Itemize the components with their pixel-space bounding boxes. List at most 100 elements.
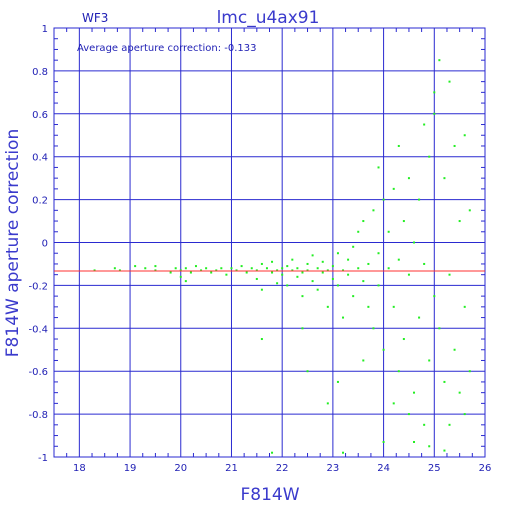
data-point [250,267,253,270]
data-point [428,359,431,362]
data-point [463,413,466,416]
data-point [342,316,345,319]
data-point [362,359,365,362]
data-point [154,265,157,268]
data-point [184,280,187,283]
data-point [397,144,400,147]
data-point [342,451,345,454]
data-point [382,348,385,351]
data-point [342,269,345,272]
y-axis-label: F814W aperture correction [3,129,23,357]
data-point [463,305,466,308]
data-point [326,305,329,308]
data-point [463,134,466,137]
data-point [443,449,446,452]
data-point [433,91,436,94]
data-point [418,316,421,319]
data-point [311,280,314,283]
data-point [392,305,395,308]
data-point [453,348,456,351]
data-point [433,295,436,298]
data-point [438,59,441,62]
data-point [347,258,350,261]
x-tick-label: 22 [276,463,289,474]
data-point [377,284,380,287]
data-point [352,245,355,248]
data-point [276,269,279,272]
data-point [382,440,385,443]
data-point [260,338,263,341]
data-point [179,275,182,278]
data-point [281,267,284,270]
data-point [438,327,441,330]
data-point [301,271,304,274]
data-point [286,284,289,287]
y-tick-label: -0.6 [28,367,48,378]
data-point [301,327,304,330]
data-point [316,288,319,291]
data-point [194,265,197,268]
data-point [468,370,471,373]
data-point [113,267,116,270]
data-point [260,288,263,291]
data-point [336,252,339,255]
x-tick-label: 25 [428,463,441,474]
data-point [189,271,192,274]
data-point [428,155,431,158]
data-point [392,402,395,405]
data-point [362,280,365,283]
data-point [93,269,96,272]
data-point [118,269,121,272]
data-point [311,254,314,257]
tick-labels: 18 19 20 21 22 23 24 25 26 1 0.8 0.6 0.4 0.2 0 -0.2 -0.4… [28,24,491,474]
data-point [235,269,238,272]
data-point [428,445,431,448]
frame-label: WF3 [82,11,108,25]
x-tick-label: 19 [124,463,137,474]
data-point [271,271,274,274]
data-point [271,451,274,454]
data-point [362,220,365,223]
data-point [255,269,258,272]
data-point [306,269,309,272]
data-point [276,282,279,285]
data-point [407,273,410,276]
data-point [321,271,324,274]
grid [53,27,486,458]
y-tick-label: -0.2 [28,281,48,292]
data-point [316,267,319,270]
data-point [215,269,218,272]
data-point [271,260,274,263]
x-tick-label: 18 [73,463,86,474]
data-point [458,391,461,394]
x-tick-label: 24 [377,463,390,474]
data-point [336,284,339,287]
x-tick-label: 20 [174,463,187,474]
data-point [210,271,213,274]
data-point [134,265,137,268]
y-tick-label: 0.2 [32,196,48,207]
data-point [413,440,416,443]
data-point [179,269,182,272]
data-point [413,391,416,394]
data-point [423,262,426,265]
x-tick-label: 26 [479,463,492,474]
data-point [448,423,451,426]
data-point [296,275,299,278]
data-point [296,267,299,270]
y-tick-label: 1 [42,24,48,35]
data-point [291,269,294,272]
data-point [154,269,157,272]
y-tick-label: 0 [42,239,48,250]
data-point [468,209,471,212]
data-point [331,265,334,268]
data-point [326,402,329,405]
data-point [174,267,177,270]
data-points [93,59,471,454]
y-tick-label: -0.8 [28,410,48,421]
average-correction-annotation: Average aperture correction: -0.133 [77,43,257,54]
data-point [443,380,446,383]
data-point [230,267,233,270]
data-point [357,267,360,270]
y-tick-label: -0.4 [28,324,48,335]
